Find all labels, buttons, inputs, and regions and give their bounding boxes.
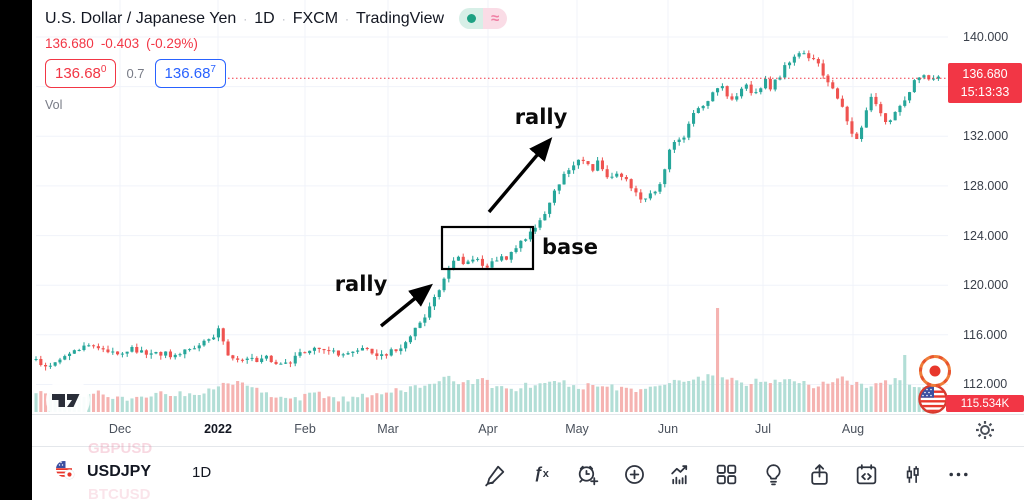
price-change: -0.403 xyxy=(100,36,140,51)
volume-series xyxy=(34,308,940,412)
symbol-title-row[interactable]: U.S. Dollar / Japanese Yen · 1D · FXCM ·… xyxy=(45,8,508,29)
time-scale-label: Aug xyxy=(841,422,865,436)
last-price-badge: 136.680 15:13:33 xyxy=(948,63,1022,103)
price-scale-label: 132.000 xyxy=(963,129,1009,143)
time-scale-label: 2022 xyxy=(204,422,232,436)
compare-icon[interactable] xyxy=(621,461,647,487)
time-scale[interactable]: Dec 2022 Feb Mar Apr May Jun Jul Aug xyxy=(0,414,1024,446)
price-scale-label: 124.000 xyxy=(963,229,1009,243)
annotation-text[interactable]: rally xyxy=(335,272,388,296)
price-scale-label: 140.000 xyxy=(963,30,1009,44)
symbol-button[interactable]: USDJPY xyxy=(87,463,152,480)
candlestick-chart[interactable]: rally base rally xyxy=(0,0,1024,414)
spread-value: 0.7 xyxy=(126,66,145,81)
tradingview-logo-watermark xyxy=(44,376,92,429)
exchange-label: FXCM xyxy=(292,9,339,27)
idea-bulb-icon[interactable] xyxy=(760,461,786,487)
interval-button[interactable]: 1D xyxy=(192,464,212,481)
interval-label: 1D xyxy=(254,9,275,27)
platform-label: TradingView xyxy=(356,9,445,27)
badge-price: 136.680 xyxy=(962,66,1008,81)
layouts-grid-icon[interactable] xyxy=(714,461,740,487)
annotation-arrows[interactable] xyxy=(379,137,553,328)
chart-legend: U.S. Dollar / Japanese Yen · 1D · FXCM ·… xyxy=(45,8,508,112)
time-scale-label: Dec xyxy=(108,422,132,436)
delayed-data-icon: ≈ xyxy=(483,8,508,29)
price-change-percent: (-0.29%) xyxy=(146,36,198,51)
settings-gear-icon[interactable] xyxy=(974,419,996,446)
time-scale-label: May xyxy=(565,422,589,436)
last-price: 136.680 xyxy=(45,36,94,51)
time-scale-label: Feb xyxy=(294,422,316,436)
ideas-chart-icon[interactable] xyxy=(668,461,694,487)
chart-type-icon[interactable] xyxy=(900,461,926,487)
price-scale-label: 128.000 xyxy=(963,179,1009,193)
background-ticker-watermark: GBPUSD xyxy=(88,440,153,457)
candle-series xyxy=(34,50,940,371)
market-open-indicator xyxy=(459,8,484,29)
alert-icon[interactable] xyxy=(575,461,601,487)
currency-flag-coins xyxy=(915,353,955,422)
symbol-name: U.S. Dollar / Japanese Yen xyxy=(45,9,237,27)
draw-icon[interactable] xyxy=(482,461,508,487)
left-black-bar xyxy=(0,0,32,500)
green-dot-icon xyxy=(466,14,476,23)
annotation-text[interactable]: rally xyxy=(515,105,568,129)
go-to-date-icon[interactable] xyxy=(853,461,879,487)
sell-button[interactable]: 136.680 xyxy=(45,59,117,88)
time-scale-label: Mar xyxy=(377,422,399,436)
price-change-row: 136.680 -0.403 (-0.29%) xyxy=(45,36,507,51)
usdjpy-pair-flag-icon xyxy=(55,460,75,485)
base-box-drawing[interactable] xyxy=(440,225,535,271)
time-scale-label: Jun xyxy=(657,422,679,436)
separator: · xyxy=(281,11,286,26)
background-ticker-watermark: BTCUSD xyxy=(88,486,151,500)
price-scale-label: 112.000 xyxy=(963,377,1008,391)
japan-flag-coin xyxy=(919,355,951,387)
badge-countdown: 15:13:33 xyxy=(960,85,1010,99)
separator: · xyxy=(345,11,350,26)
price-scale-label: 120.000 xyxy=(963,278,1009,292)
market-status-pill[interactable]: ≈ xyxy=(459,8,508,29)
separator: · xyxy=(243,11,248,26)
volume-value-badge: 115.534K xyxy=(946,395,1024,412)
us-flag-coin xyxy=(918,384,948,414)
annotation-text[interactable]: base xyxy=(542,235,598,259)
time-scale-label: Jul xyxy=(755,422,771,436)
bid-ask-row: 136.680 0.7 136.687 xyxy=(45,59,507,88)
time-scale-label: Apr xyxy=(478,422,498,436)
volume-study-label: Vol xyxy=(45,98,63,112)
share-icon[interactable] xyxy=(807,461,833,487)
more-icon[interactable] xyxy=(946,461,972,487)
buy-button[interactable]: 136.687 xyxy=(154,59,226,88)
price-scale-label: 116.000 xyxy=(963,328,1008,342)
